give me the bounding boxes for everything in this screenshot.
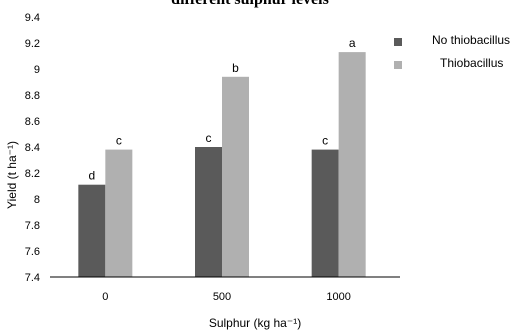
- chart-title: different sulphur levels: [171, 0, 329, 8]
- x-tick-label: 1000: [326, 291, 350, 303]
- y-tick-label: 8.2: [25, 168, 40, 180]
- y-tick-label: 8: [34, 194, 40, 206]
- bar-data-label: b: [232, 61, 239, 75]
- bar: [105, 149, 133, 277]
- legend-swatch: [394, 61, 402, 69]
- legend-label: Thiobacillus: [440, 56, 503, 70]
- bar-data-label: a: [349, 36, 356, 50]
- x-tick-label: 500: [213, 291, 231, 303]
- bar-data-label: d: [88, 169, 95, 183]
- y-tick-label: 9: [34, 64, 40, 76]
- legend: No thiobacillus Thiobacillus: [394, 33, 510, 70]
- y-tick-label: 7.6: [25, 246, 40, 258]
- x-tick-label: 0: [102, 291, 108, 303]
- y-tick-label: 9.4: [25, 12, 40, 24]
- y-tick-label: 7.4: [25, 272, 40, 284]
- y-axis: 7.4 7.6 7.8 8 8.2 8.4 8.6 8.8 9 9.2 9.4: [25, 12, 40, 284]
- x-axis: 0 500 1000: [102, 291, 351, 303]
- y-tick-label: 8.6: [25, 116, 40, 128]
- y-tick-label: 8.4: [25, 142, 40, 154]
- legend-label: No thiobacillus: [432, 33, 510, 47]
- x-axis-title: Sulphur (kg ha⁻¹): [209, 316, 301, 330]
- y-tick-label: 9.2: [25, 38, 40, 50]
- bar-label-group: d c c b c a: [88, 36, 355, 183]
- y-tick-label: 7.8: [25, 220, 40, 232]
- bar: [78, 184, 106, 277]
- bar-data-label: c: [206, 131, 212, 145]
- bar-data-label: c: [116, 134, 122, 148]
- bar: [311, 149, 339, 277]
- bar-group: [78, 52, 366, 277]
- bar: [338, 52, 366, 277]
- bar: [195, 147, 222, 277]
- bar-data-label: c: [322, 134, 328, 148]
- legend-swatch: [394, 38, 402, 46]
- bar: [222, 76, 249, 277]
- y-tick-label: 8.8: [25, 90, 40, 102]
- y-axis-title: Yield (t ha⁻¹): [5, 141, 19, 209]
